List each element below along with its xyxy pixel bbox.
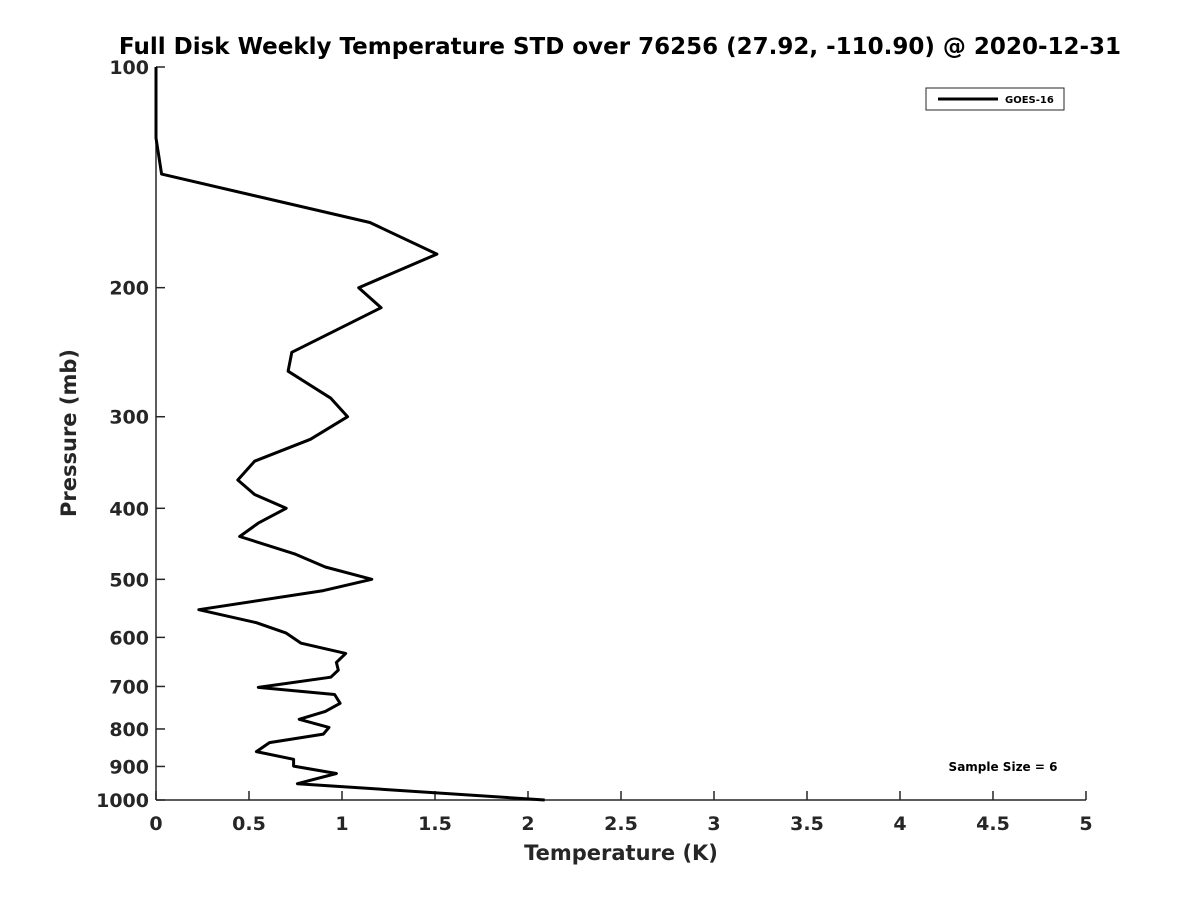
x-tick-label: 1	[335, 813, 348, 835]
x-axis-label: Temperature (K)	[524, 841, 718, 865]
x-tick-label: 0	[149, 813, 162, 835]
series-line-goes-16	[154, 67, 545, 802]
y-tick-label: 200	[109, 278, 149, 300]
chart-title: Full Disk Weekly Temperature STD over 76…	[119, 34, 1121, 60]
x-tick-label: 4.5	[976, 813, 1010, 835]
x-tick-label: 0.5	[232, 813, 266, 835]
y-tick-label: 900	[109, 756, 149, 778]
y-tick-label: 800	[109, 719, 149, 741]
x-tick-label: 3.5	[790, 813, 824, 835]
legend: GOES-16	[925, 87, 1065, 111]
y-tick-label: 100	[109, 57, 149, 79]
x-tick-label: 2.5	[604, 813, 638, 835]
sample-size-annotation: Sample Size = 6	[949, 760, 1058, 774]
y-tick-label: 400	[109, 498, 149, 520]
y-tick-label: 600	[109, 627, 149, 649]
x-tick-label: 3	[707, 813, 720, 835]
x-tick-label: 2	[521, 813, 534, 835]
x-tick-label: 1.5	[418, 813, 452, 835]
x-tick-label: 4	[893, 813, 906, 835]
legend-entry-goes-16: GOES-16	[1005, 95, 1054, 106]
y-tick-label: 700	[109, 676, 149, 698]
y-tick-label: 300	[109, 407, 149, 429]
x-tick-label: 5	[1079, 813, 1092, 835]
y-tick-label: 500	[109, 569, 149, 591]
y-tick-label: 1000	[96, 790, 149, 812]
y-axis-label: Pressure (mb)	[57, 349, 81, 517]
